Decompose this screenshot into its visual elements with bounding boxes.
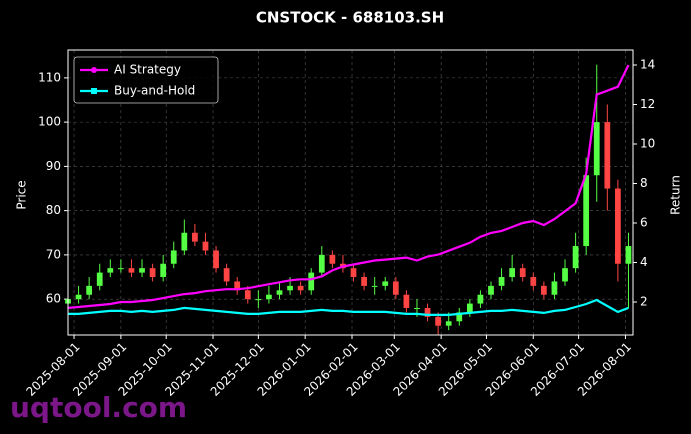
candle-body xyxy=(160,263,167,278)
candle-body xyxy=(562,268,568,282)
candle-body xyxy=(477,294,484,304)
series-line xyxy=(68,298,629,316)
candle-body xyxy=(414,308,420,310)
candle-body xyxy=(75,294,82,300)
y2-tick-label: 4 xyxy=(640,255,648,269)
plot-frame xyxy=(67,49,634,336)
candle-body xyxy=(244,290,251,300)
candle-body xyxy=(551,281,558,295)
candle-body xyxy=(583,175,590,247)
candle-body xyxy=(223,268,230,282)
candle-body xyxy=(266,294,272,300)
chart-title: CNSTOCK - 688103.SH xyxy=(256,9,444,27)
candle-body xyxy=(181,232,188,251)
legend-marker xyxy=(91,88,97,94)
y2-tick-label: 6 xyxy=(640,216,648,230)
candle-body xyxy=(139,268,145,273)
candle-body xyxy=(255,299,262,301)
y-tick-label: 100 xyxy=(38,115,61,129)
y2-tick-label: 2 xyxy=(640,295,648,309)
legend-marker xyxy=(91,67,97,73)
y-axis-label: Price xyxy=(15,180,29,209)
legend-label: AI Strategy xyxy=(114,63,181,77)
y-tick-label: 60 xyxy=(46,292,61,306)
watermark: uqtool.com xyxy=(10,391,187,424)
y-tick-label: 70 xyxy=(46,247,61,261)
candle-body xyxy=(117,268,124,270)
candle-body xyxy=(170,250,177,264)
candle-body xyxy=(488,285,494,295)
candle-body xyxy=(276,290,283,295)
candle-body xyxy=(456,312,463,322)
candle-body xyxy=(192,232,198,242)
legend-label: Buy-and-Hold xyxy=(114,84,195,98)
candle-body xyxy=(435,316,441,326)
candle-body xyxy=(509,268,516,278)
y2-axis-label: Return xyxy=(669,175,683,215)
candle-body xyxy=(540,285,547,295)
candle-body xyxy=(403,294,410,309)
series-line xyxy=(67,64,630,309)
candle-body xyxy=(297,285,304,291)
candle-body xyxy=(329,254,336,264)
candle-body xyxy=(287,285,293,291)
candle-body xyxy=(149,268,156,278)
y2-tick-label: 10 xyxy=(640,137,655,151)
candle-body xyxy=(572,246,579,269)
candle-body xyxy=(593,122,600,176)
candle-body xyxy=(625,246,632,264)
candle-body xyxy=(519,268,526,278)
candle-body xyxy=(308,272,315,291)
candle-body xyxy=(530,277,537,286)
candle-body xyxy=(382,281,389,286)
legend-box xyxy=(73,56,219,104)
candle-body xyxy=(424,308,431,317)
candle-body xyxy=(213,250,219,269)
candle-body xyxy=(318,254,325,273)
candle-body xyxy=(361,277,367,286)
y2-tick-label: 8 xyxy=(640,176,648,190)
candle-body xyxy=(202,241,209,251)
y2-tick-label: 12 xyxy=(640,97,655,111)
candle-body xyxy=(234,281,241,291)
y-tick-label: 110 xyxy=(38,70,61,84)
candle-body xyxy=(445,321,452,326)
candle-body xyxy=(371,285,378,287)
candle-body xyxy=(498,277,505,286)
candle-body xyxy=(350,268,357,278)
candle-body xyxy=(466,303,473,313)
candle-body xyxy=(107,268,114,273)
candle-body xyxy=(604,122,611,189)
candle-body xyxy=(128,268,135,273)
candle-body xyxy=(615,188,621,264)
candle-body xyxy=(86,285,93,295)
candle-body xyxy=(392,281,399,295)
candle-body xyxy=(96,272,103,286)
y-tick-label: 90 xyxy=(46,159,61,173)
y2-tick-label: 14 xyxy=(640,58,655,72)
y-tick-label: 80 xyxy=(46,203,61,217)
